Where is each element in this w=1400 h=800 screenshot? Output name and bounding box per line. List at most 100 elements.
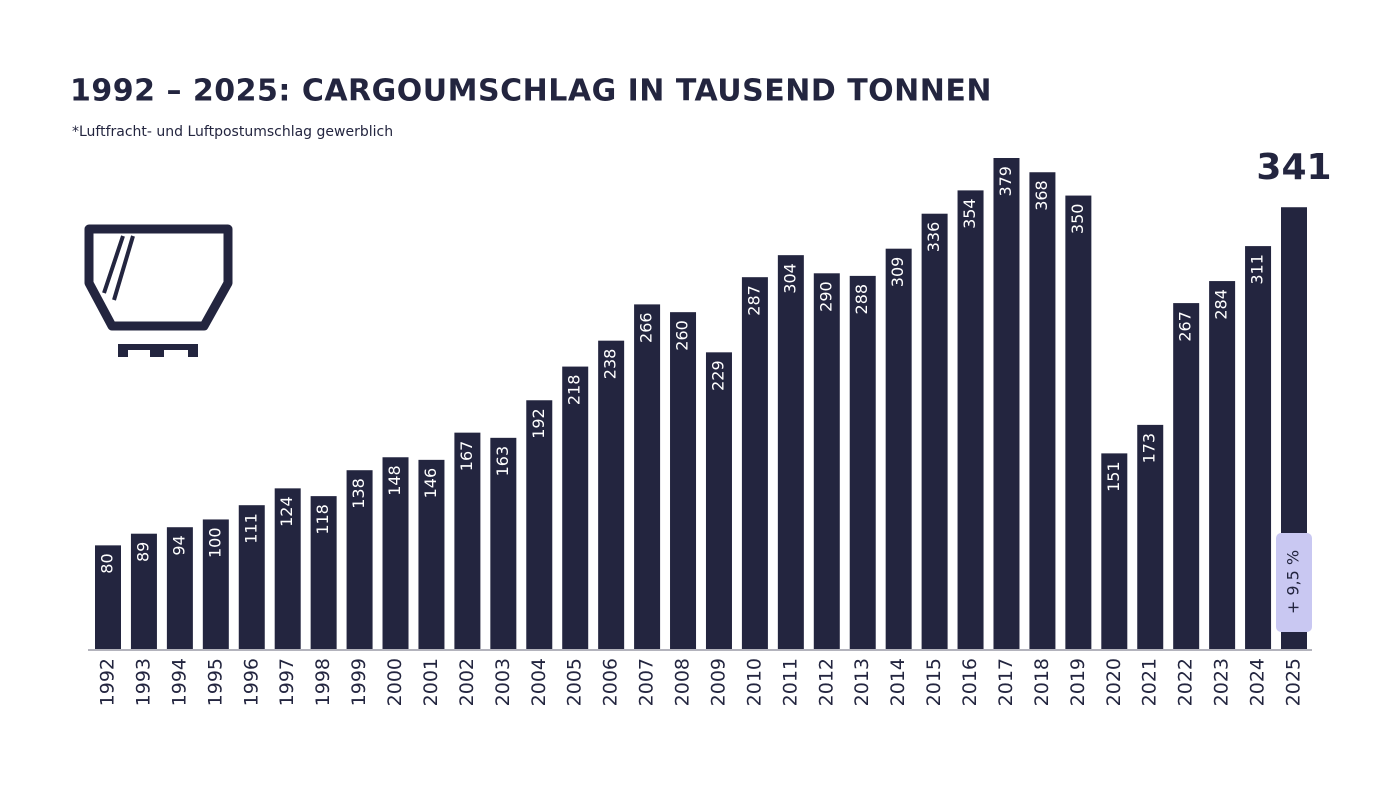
x-tick-label: 1997 (276, 658, 298, 706)
bar (274, 488, 301, 649)
value-label: 238 (601, 349, 620, 380)
x-tick-label: 1995 (204, 658, 226, 706)
bar (634, 304, 661, 649)
value-label: 354 (960, 198, 979, 229)
value-label: 368 (1032, 180, 1051, 211)
bar (741, 277, 768, 649)
x-tick-label: 2000 (384, 658, 406, 706)
bar (310, 496, 337, 649)
x-tick-label: 1999 (348, 658, 370, 706)
x-tick-label: 2014 (887, 658, 909, 706)
value-label: 151 (1104, 461, 1123, 492)
chart-title: 1992 – 2025: CARGOUMSCHLAG IN TAUSEND TO… (70, 74, 992, 109)
x-tick-label: 2024 (1247, 658, 1269, 706)
bar (813, 273, 840, 649)
bar (1173, 303, 1200, 649)
bar (454, 432, 481, 649)
x-tick-label: 1994 (168, 658, 190, 706)
value-label: 309 (888, 257, 907, 288)
x-tick-label: 2001 (420, 658, 442, 706)
x-tick-label: 2011 (779, 658, 801, 706)
value-label: 350 (1068, 204, 1087, 235)
bar (1245, 246, 1272, 650)
chart-subtitle: *Luftfracht- und Luftpostumschlag gewerb… (72, 124, 393, 140)
value-label: 284 (1212, 289, 1231, 320)
bar (238, 505, 265, 649)
bar (957, 190, 984, 649)
bar (1209, 281, 1236, 649)
x-tick-label: 1993 (132, 658, 154, 706)
pallet-icon (118, 344, 198, 357)
bar (346, 470, 373, 649)
value-label: 341 (1256, 147, 1331, 188)
x-tick-label: 2022 (1175, 658, 1197, 706)
x-tick-label: 2023 (1211, 658, 1233, 706)
value-label: 173 (1140, 433, 1159, 464)
bar (526, 400, 553, 649)
value-label: 288 (852, 284, 871, 315)
cargo-icon (84, 224, 233, 331)
value-label: 336 (924, 222, 943, 253)
bar (1101, 453, 1128, 649)
x-tick-label: 2003 (492, 658, 514, 706)
value-label: 287 (744, 285, 763, 316)
x-tick-label: 2010 (743, 658, 765, 706)
change-annotation: + 9,5 % (1284, 550, 1303, 614)
change-badge (1276, 533, 1312, 632)
value-label: 80 (98, 553, 117, 573)
bar (885, 248, 912, 649)
x-tick-label: 2015 (923, 658, 945, 706)
value-label: 192 (529, 408, 548, 439)
x-tick-label: 1992 (97, 658, 119, 706)
value-label: 124 (277, 496, 296, 527)
value-label: 118 (313, 504, 332, 535)
value-label: 267 (1176, 311, 1195, 342)
bar (1137, 424, 1164, 649)
x-tick-label: 2025 (1283, 658, 1305, 706)
value-label: 379 (996, 166, 1015, 197)
bar (130, 533, 157, 649)
value-label: 94 (169, 535, 188, 555)
value-label: 266 (637, 312, 656, 343)
bar (1065, 195, 1092, 649)
bar (705, 352, 732, 649)
x-tick-label: 2016 (959, 658, 981, 706)
value-label: 89 (133, 542, 152, 562)
bar (598, 340, 625, 649)
bar (562, 366, 589, 649)
bar (202, 519, 229, 649)
value-label: 163 (493, 446, 512, 477)
x-tick-label: 2012 (815, 658, 837, 706)
bar (1029, 172, 1056, 649)
x-tick-label: 2019 (1067, 658, 1089, 706)
x-tick-label: 2004 (528, 658, 550, 706)
bar (777, 255, 804, 650)
x-tick-label: 2008 (672, 658, 694, 706)
bar (166, 527, 193, 649)
value-label: 304 (780, 263, 799, 294)
x-tick-label: 2007 (636, 658, 658, 706)
x-tick-label: 2020 (1103, 658, 1125, 706)
bar (490, 437, 517, 649)
value-label: 100 (205, 527, 224, 558)
bar (921, 213, 948, 649)
value-label: 218 (565, 375, 584, 406)
x-tick-label: 2018 (1031, 658, 1053, 706)
bar (418, 459, 445, 649)
value-label: 138 (349, 478, 368, 509)
x-tick-label: 2006 (600, 658, 622, 706)
x-tick-label: 2013 (851, 658, 873, 706)
x-tick-label: 2009 (707, 658, 729, 706)
bar (95, 545, 121, 649)
value-label: 111 (241, 513, 260, 544)
x-tick-label: 2002 (456, 658, 478, 706)
value-label: 260 (673, 320, 692, 351)
x-tick-label: 1996 (240, 658, 262, 706)
x-tick-label: 2005 (564, 658, 586, 706)
value-label: 229 (708, 360, 727, 391)
value-label: 148 (385, 465, 404, 496)
value-label: 146 (421, 468, 440, 499)
value-label: 290 (816, 281, 835, 312)
value-label: 311 (1248, 254, 1267, 285)
